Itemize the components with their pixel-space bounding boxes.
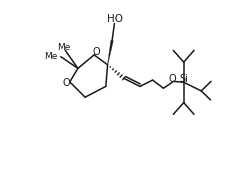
Text: O: O bbox=[92, 47, 100, 57]
Text: HO: HO bbox=[107, 14, 123, 24]
Text: Si: Si bbox=[180, 74, 188, 84]
Text: O: O bbox=[62, 78, 70, 88]
Text: Me: Me bbox=[57, 43, 70, 52]
Text: Me: Me bbox=[44, 52, 58, 61]
Text: O: O bbox=[168, 74, 176, 84]
Polygon shape bbox=[107, 40, 113, 65]
